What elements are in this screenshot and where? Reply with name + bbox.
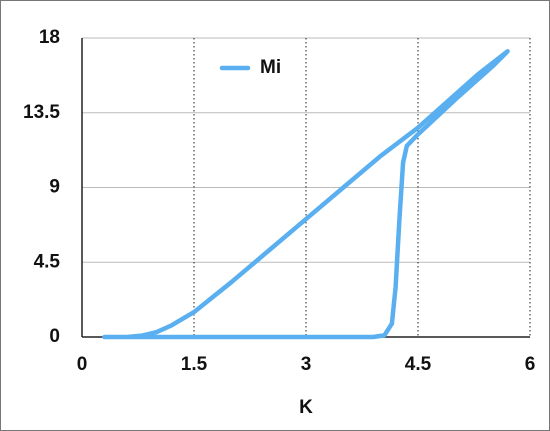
legend-label: Mi bbox=[260, 57, 281, 78]
y-tick-label: 4.5 bbox=[34, 251, 61, 272]
x-tick-label: 6 bbox=[525, 354, 536, 375]
x-tick-label: 1.5 bbox=[181, 354, 208, 375]
line bbox=[102, 49, 510, 340]
y-tick-label: 13.5 bbox=[23, 102, 60, 123]
x-axis-label: K bbox=[299, 397, 313, 418]
y-tick-label: 9 bbox=[49, 177, 60, 198]
y-tick-label: 18 bbox=[39, 27, 60, 48]
x-tick-label: 4.5 bbox=[405, 354, 432, 375]
x-tick-label: 0 bbox=[77, 354, 88, 375]
y-tick-label: 0 bbox=[49, 326, 60, 347]
x-tick-label: 3 bbox=[301, 354, 312, 375]
